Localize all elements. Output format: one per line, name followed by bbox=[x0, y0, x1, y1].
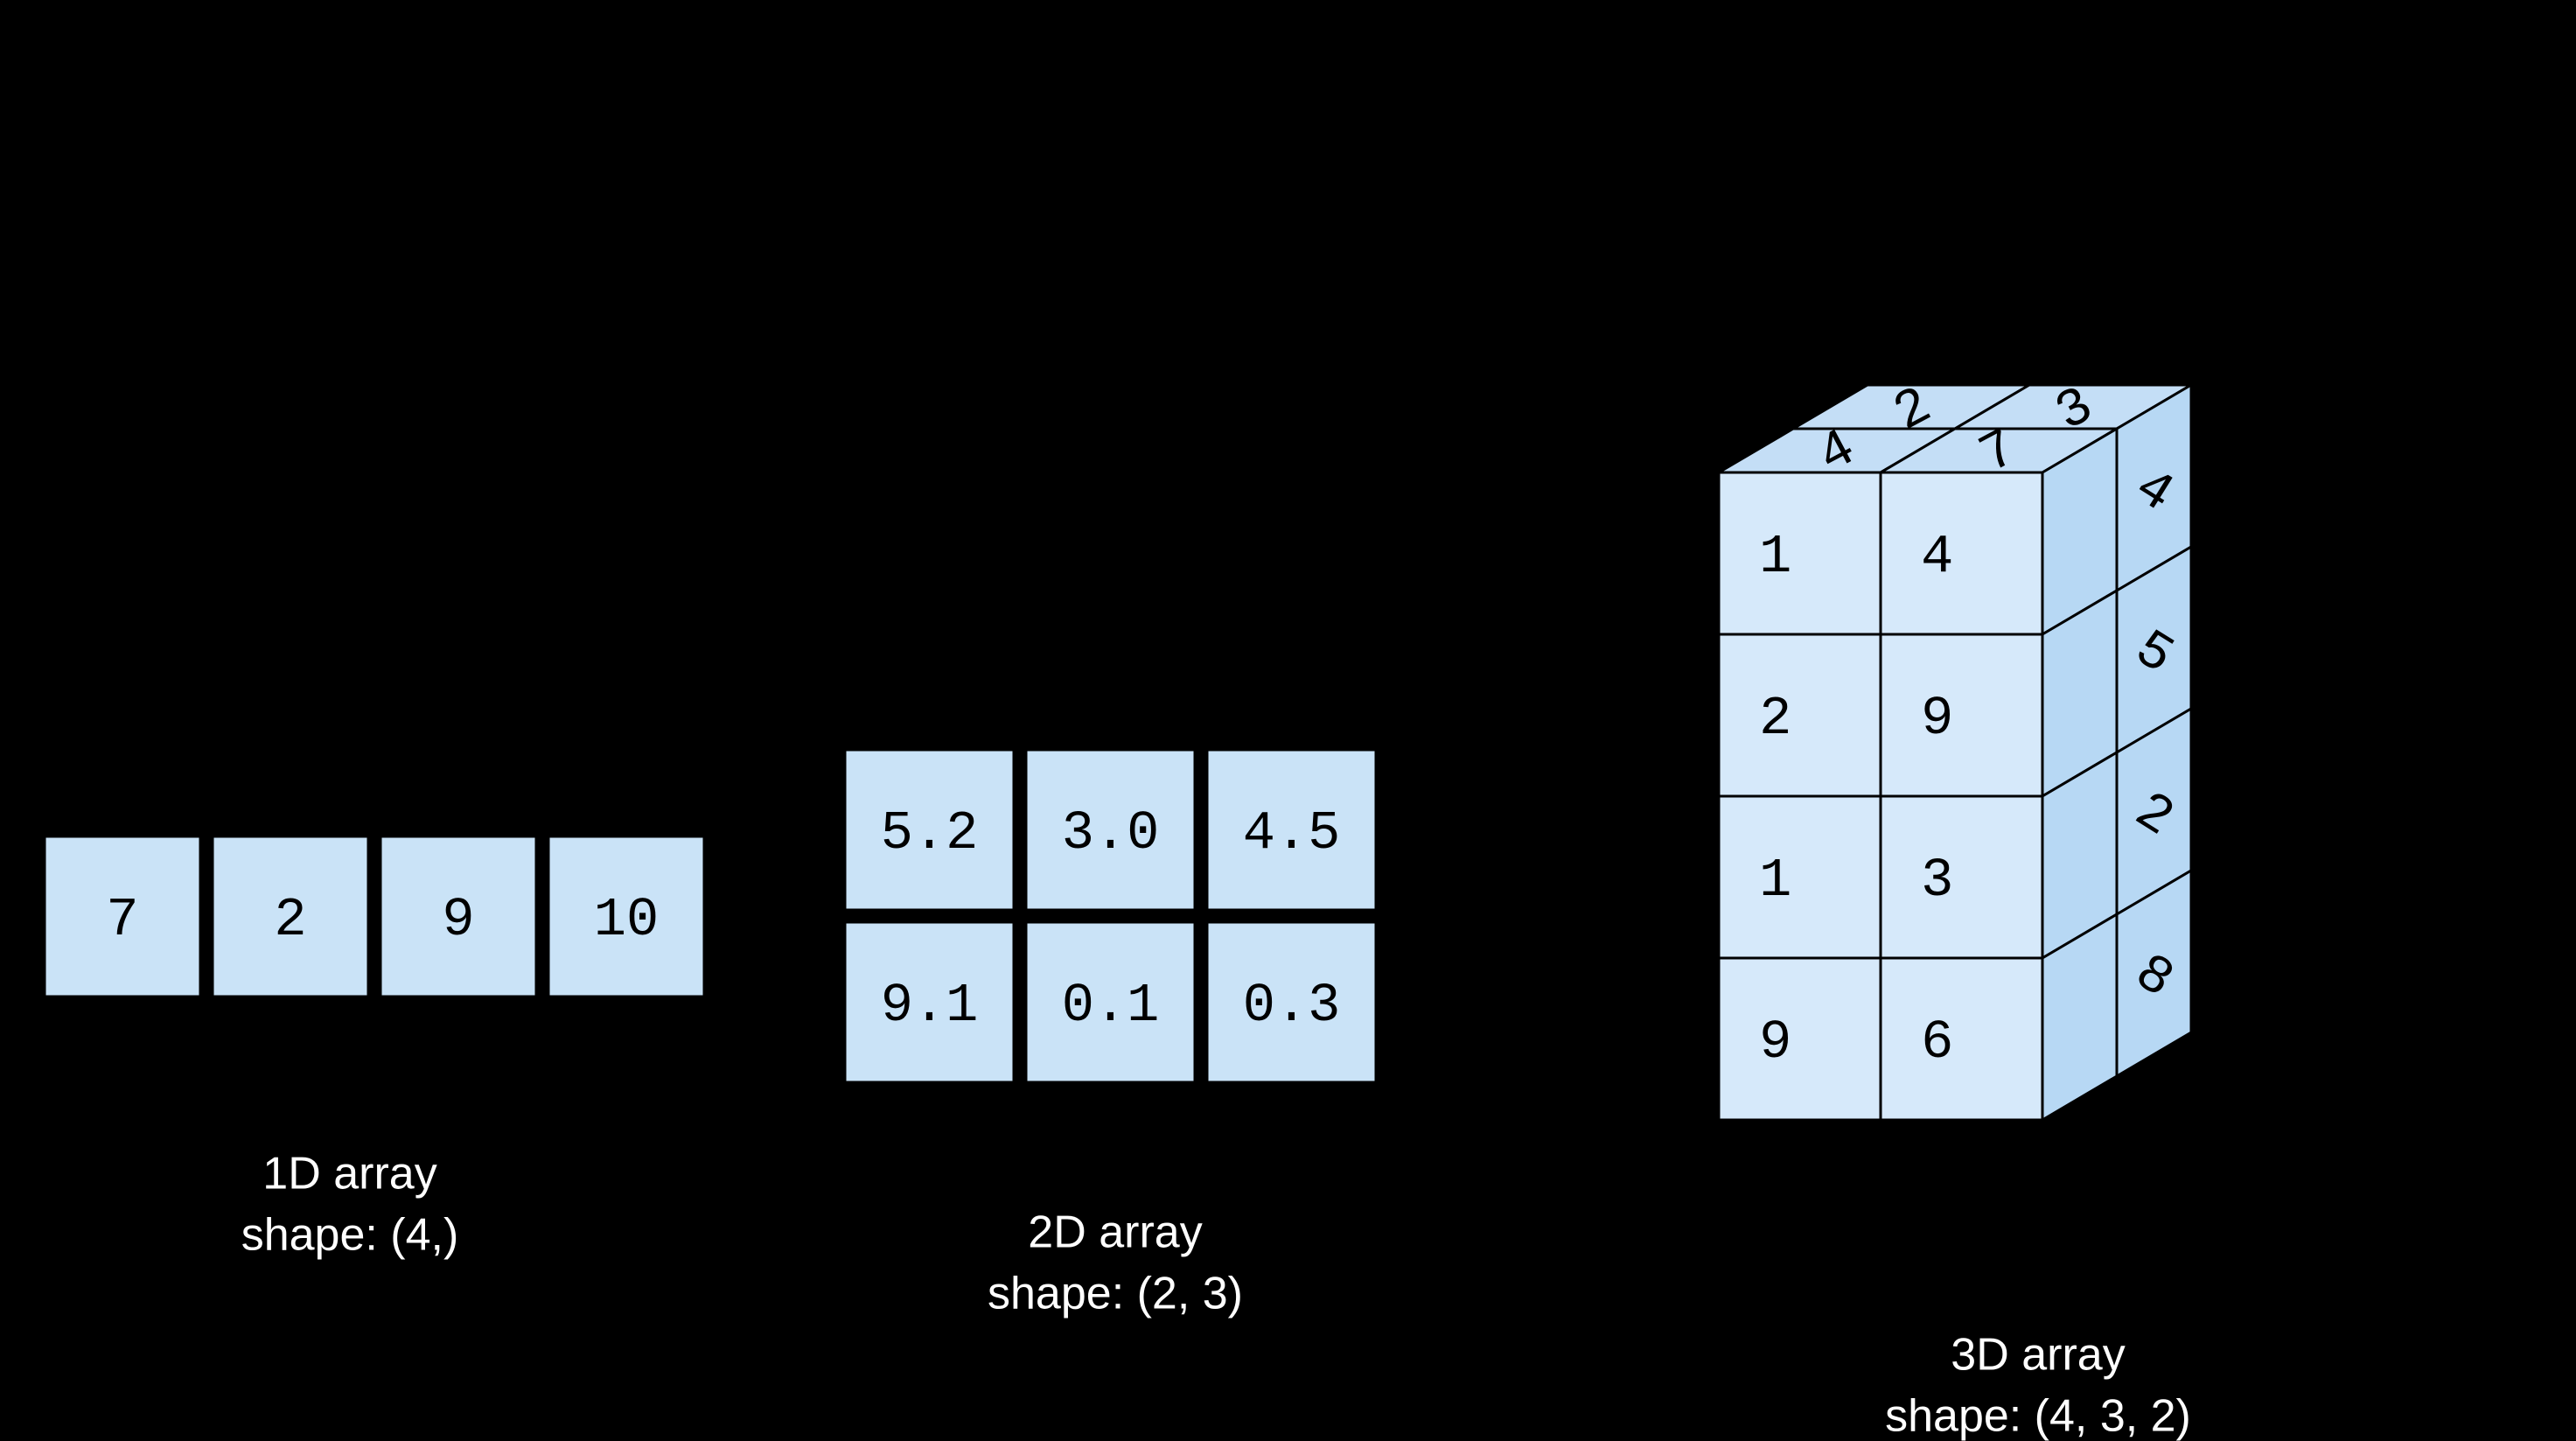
cube-front-value: 9 bbox=[1759, 1011, 1791, 1074]
cube-front bbox=[1881, 796, 2042, 958]
cube-front bbox=[1881, 634, 2042, 796]
cube-front bbox=[1719, 472, 1881, 634]
array-3d-label-line2: shape: (4, 3, 2) bbox=[1885, 1391, 2191, 1441]
array-1d-value: 2 bbox=[274, 889, 306, 951]
array-1d-label-line2: shape: (4,) bbox=[241, 1210, 459, 1261]
array-1d-value: 9 bbox=[442, 889, 474, 951]
array-1d-label-line1: 1D array bbox=[262, 1149, 436, 1200]
cube-front bbox=[1719, 958, 1881, 1120]
cube-front-value: 3 bbox=[1921, 850, 1953, 912]
array-2d-value: 9.1 bbox=[881, 975, 979, 1037]
cube-front-value: 1 bbox=[1759, 850, 1791, 912]
array-2d-value: 3.0 bbox=[1062, 802, 1160, 864]
cube-front-value: 6 bbox=[1921, 1011, 1953, 1074]
cube-front bbox=[1881, 472, 2042, 634]
array-2d-value: 5.2 bbox=[881, 802, 979, 864]
array-2d-value: 0.3 bbox=[1243, 975, 1341, 1037]
cube-front-value: 2 bbox=[1759, 688, 1791, 750]
array-2d-label-line1: 2D array bbox=[1028, 1207, 1202, 1258]
array-3d-label-line1: 3D array bbox=[1951, 1330, 2125, 1381]
array-2d-label-line2: shape: (2, 3) bbox=[988, 1269, 1243, 1319]
cube-front-value: 9 bbox=[1921, 688, 1953, 750]
array-1d-value: 10 bbox=[594, 889, 659, 951]
array-2d-value: 4.5 bbox=[1243, 802, 1341, 864]
cube-front-value: 1 bbox=[1759, 526, 1791, 588]
array-1d-value: 7 bbox=[106, 889, 138, 951]
cube-front-value: 4 bbox=[1921, 526, 1953, 588]
array-2d-value: 0.1 bbox=[1062, 975, 1160, 1037]
cube-front bbox=[1719, 796, 1881, 958]
cube-front bbox=[1719, 634, 1881, 796]
cube-front bbox=[1881, 958, 2042, 1120]
